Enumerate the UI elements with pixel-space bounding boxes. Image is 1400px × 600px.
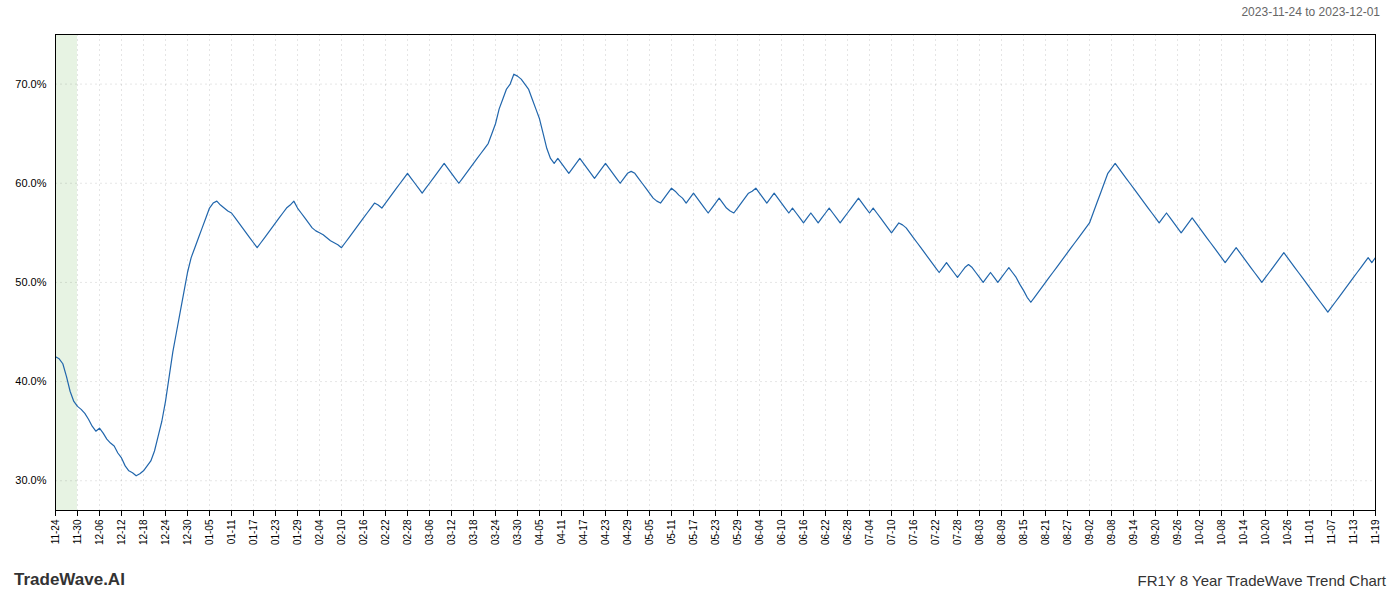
svg-text:06-04: 06-04 <box>754 519 765 545</box>
svg-text:04-11: 04-11 <box>556 519 567 544</box>
svg-text:07-16: 07-16 <box>908 519 919 545</box>
svg-text:10-02: 10-02 <box>1194 519 1205 545</box>
svg-text:12-06: 12-06 <box>94 519 105 545</box>
svg-text:03-06: 03-06 <box>424 519 435 545</box>
svg-text:07-10: 07-10 <box>886 519 897 545</box>
svg-text:09-14: 09-14 <box>1128 519 1139 545</box>
svg-text:04-17: 04-17 <box>578 519 589 545</box>
svg-text:08-15: 08-15 <box>1018 519 1029 545</box>
svg-text:40.0%: 40.0% <box>15 375 46 387</box>
svg-text:04-29: 04-29 <box>622 519 633 545</box>
svg-text:01-11: 01-11 <box>226 519 237 544</box>
svg-text:08-27: 08-27 <box>1062 519 1073 545</box>
svg-text:01-05: 01-05 <box>204 519 215 545</box>
svg-text:05-11: 05-11 <box>666 519 677 544</box>
svg-text:02-16: 02-16 <box>358 519 369 545</box>
svg-text:11-30: 11-30 <box>72 519 83 544</box>
svg-text:05-29: 05-29 <box>732 519 743 545</box>
svg-text:08-03: 08-03 <box>974 519 985 545</box>
svg-text:09-20: 09-20 <box>1150 519 1161 545</box>
svg-text:06-16: 06-16 <box>798 519 809 545</box>
html-text:FR1Y 8 Year TradeWave Trend Ch: FR1Y 8 Year TradeWave Trend Chart <box>1137 571 1386 589</box>
svg-text:08-21: 08-21 <box>1040 519 1051 545</box>
svg-text:03-24: 03-24 <box>490 519 501 545</box>
svg-text:05-17: 05-17 <box>688 519 699 545</box>
svg-text:02-22: 02-22 <box>380 519 391 545</box>
svg-text:10-08: 10-08 <box>1216 519 1227 545</box>
svg-text:04-05: 04-05 <box>534 519 545 545</box>
svg-text:02-28: 02-28 <box>402 519 413 545</box>
svg-text:09-08: 09-08 <box>1106 519 1117 545</box>
svg-text:04-23: 04-23 <box>600 519 611 545</box>
svg-text:03-12: 03-12 <box>446 519 457 545</box>
svg-text:11-24: 11-24 <box>50 519 61 544</box>
svg-text:03-30: 03-30 <box>512 519 523 545</box>
svg-text:12-24: 12-24 <box>160 519 171 545</box>
svg-text:12-18: 12-18 <box>138 519 149 545</box>
svg-text:07-04: 07-04 <box>864 519 875 545</box>
svg-text:09-26: 09-26 <box>1172 519 1183 545</box>
svg-text:10-14: 10-14 <box>1238 519 1249 545</box>
svg-text:01-17: 01-17 <box>248 519 259 545</box>
html-text:TradeWave.AI: TradeWave.AI <box>14 570 125 589</box>
svg-text:12-30: 12-30 <box>182 519 193 545</box>
svg-text:05-23: 05-23 <box>710 519 721 545</box>
svg-text:02-10: 02-10 <box>336 519 347 545</box>
svg-text:10-26: 10-26 <box>1282 519 1293 545</box>
svg-text:30.0%: 30.0% <box>15 474 46 486</box>
svg-text:07-28: 07-28 <box>952 519 963 545</box>
svg-text:06-28: 06-28 <box>842 519 853 545</box>
svg-text:06-22: 06-22 <box>820 519 831 545</box>
svg-text:09-02: 09-02 <box>1084 519 1095 545</box>
svg-text:11-13: 11-13 <box>1348 519 1359 544</box>
svg-text:01-29: 01-29 <box>292 519 303 545</box>
svg-text:11-07: 11-07 <box>1326 519 1337 544</box>
svg-text:08-09: 08-09 <box>996 519 1007 545</box>
svg-text:01-23: 01-23 <box>270 519 281 545</box>
svg-text:50.0%: 50.0% <box>15 276 46 288</box>
svg-text:05-05: 05-05 <box>644 519 655 545</box>
svg-text:70.0%: 70.0% <box>15 78 46 90</box>
svg-text:02-04: 02-04 <box>314 519 325 545</box>
svg-text:11-19: 11-19 <box>1370 519 1381 544</box>
svg-text:06-10: 06-10 <box>776 519 787 545</box>
svg-text:11-01: 11-01 <box>1304 519 1315 544</box>
html-text:2023-11-24 to 2023-12-01: 2023-11-24 to 2023-12-01 <box>1241 5 1380 19</box>
svg-text:03-18: 03-18 <box>468 519 479 545</box>
svg-text:12-12: 12-12 <box>116 519 127 545</box>
svg-text:07-22: 07-22 <box>930 519 941 545</box>
svg-text:60.0%: 60.0% <box>15 177 46 189</box>
svg-text:10-20: 10-20 <box>1260 519 1271 545</box>
